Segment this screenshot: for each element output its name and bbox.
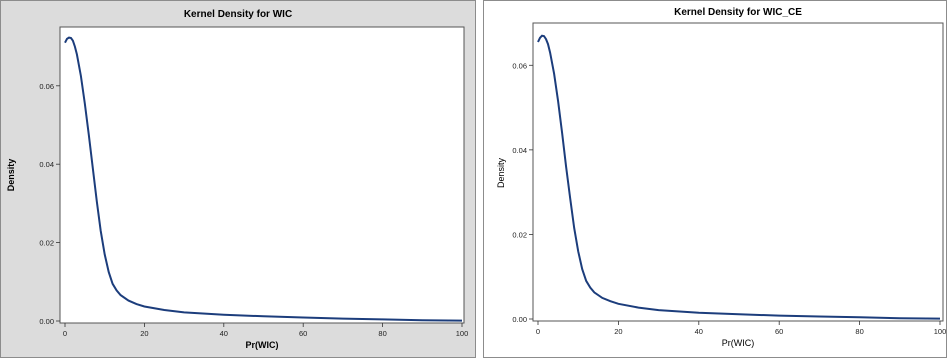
x-tick-label: 60 xyxy=(299,329,307,338)
x-tick-label: 100 xyxy=(456,329,469,338)
plot-area xyxy=(59,26,465,324)
y-tick-label: 0.02 xyxy=(512,230,527,239)
x-axis-label: Pr(WIC) xyxy=(722,338,755,348)
x-tick-label: 60 xyxy=(775,327,783,336)
y-tick-label: 0.00 xyxy=(39,317,54,326)
y-axis-ticks: 0.00 0.02 0.04 0.06 xyxy=(512,61,533,324)
x-tick-label: 40 xyxy=(695,327,703,336)
density-curve xyxy=(537,34,941,320)
x-tick-label: 40 xyxy=(220,329,228,338)
chart-title: Kernel Density for WIC xyxy=(184,9,292,20)
x-tick-label: 20 xyxy=(140,329,148,338)
x-axis-label: Pr(WIC) xyxy=(246,340,279,350)
y-tick-label: 0.00 xyxy=(512,315,527,324)
x-tick-label: 0 xyxy=(536,327,540,336)
plot-area xyxy=(532,22,944,322)
y-tick-label: 0.06 xyxy=(39,82,54,91)
y-tick-label: 0.04 xyxy=(512,146,527,155)
x-tick-label: 0 xyxy=(63,329,67,338)
y-tick-label: 0.02 xyxy=(39,239,54,248)
x-tick-label: 20 xyxy=(614,327,622,336)
chart-panel-wic-ce: Kernel Density for WIC_CE 0 20 40 60 80 100 0… xyxy=(483,0,947,358)
chart-title: Kernel Density for WIC_CE xyxy=(674,7,802,18)
y-tick-label: 0.06 xyxy=(512,61,527,70)
y-axis-label: Density xyxy=(6,159,16,192)
x-tick-label: 80 xyxy=(855,327,863,336)
y-axis-ticks: 0.00 0.02 0.04 0.06 xyxy=(39,82,60,326)
y-axis-label: Density xyxy=(496,157,506,188)
chart-panel-wic: Kernel Density for WIC 0 20 40 60 80 100 0.00… xyxy=(0,0,476,358)
x-axis-ticks: 0 20 40 60 80 100 xyxy=(63,323,468,338)
density-curve xyxy=(64,36,463,322)
wic-density-chart: Kernel Density for WIC 0 20 40 60 80 100 0.00… xyxy=(6,9,468,350)
x-axis-ticks: 0 20 40 60 80 100 xyxy=(536,321,946,336)
panel-divider xyxy=(476,0,483,358)
y-tick-label: 0.04 xyxy=(39,160,54,169)
x-tick-label: 80 xyxy=(378,329,386,338)
wic-ce-density-chart: Kernel Density for WIC_CE 0 20 40 60 80 100 0… xyxy=(496,7,946,348)
x-tick-label: 100 xyxy=(934,327,946,336)
